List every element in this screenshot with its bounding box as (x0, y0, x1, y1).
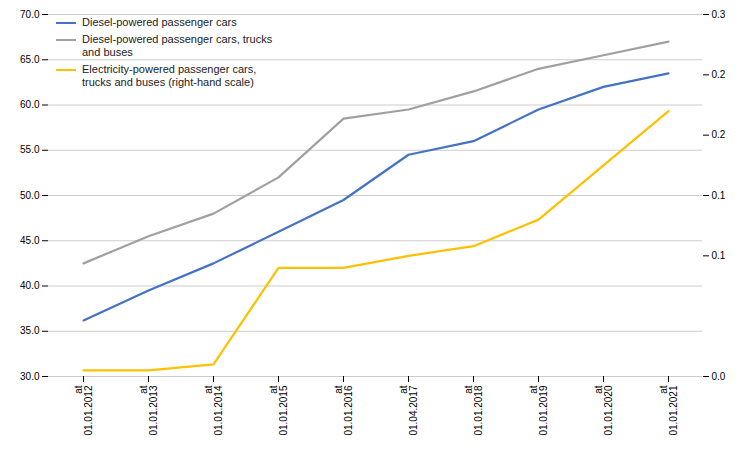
svg-text:0.2: 0.2 (712, 129, 726, 140)
svg-text:0.3: 0.3 (712, 9, 726, 20)
svg-text:0.1: 0.1 (712, 190, 726, 201)
svg-text:50.0: 50.0 (20, 190, 40, 201)
html-text:Diesel-powered passenger cars,: Diesel-powered passenger cars, trucks an… (82, 33, 273, 58)
html-text:Electricity-powered passenger: Electricity-powered passenger cars, truc… (82, 63, 257, 88)
svg-text:65.0: 65.0 (20, 54, 40, 65)
svg-text:at01.01.2019: at01.01.2019 (528, 385, 549, 435)
svg-text:45.0: 45.0 (20, 235, 40, 246)
svg-text:at01.01.2014: at01.01.2014 (203, 385, 224, 435)
svg-text:55.0: 55.0 (20, 144, 40, 155)
svg-text:60.0: 60.0 (20, 99, 40, 110)
svg-text:at01.01.2018: at01.01.2018 (463, 385, 484, 435)
svg-text:70.0: 70.0 (20, 9, 40, 20)
html-text:Diesel-powered passenger cars: Diesel-powered passenger cars (82, 16, 237, 28)
svg-text:35.0: 35.0 (20, 325, 40, 336)
svg-text:at01.01.2021: at01.01.2021 (658, 385, 679, 435)
svg-text:at01.01.2015: at01.01.2015 (268, 385, 289, 435)
svg-text:at01.01.2020: at01.01.2020 (593, 385, 614, 435)
svg-text:0.1: 0.1 (712, 250, 726, 261)
svg-text:0.0: 0.0 (712, 371, 726, 382)
svg-text:at01.04.2017: at01.04.2017 (398, 385, 419, 435)
svg-text:0.2: 0.2 (712, 69, 726, 80)
svg-text:at01.01.2013: at01.01.2013 (138, 385, 159, 435)
svg-text:at01.01.2012: at01.01.2012 (73, 385, 94, 435)
svg-text:40.0: 40.0 (20, 280, 40, 291)
svg-text:at01.01.2016: at01.01.2016 (333, 385, 354, 435)
svg-text:30.0: 30.0 (20, 371, 40, 382)
